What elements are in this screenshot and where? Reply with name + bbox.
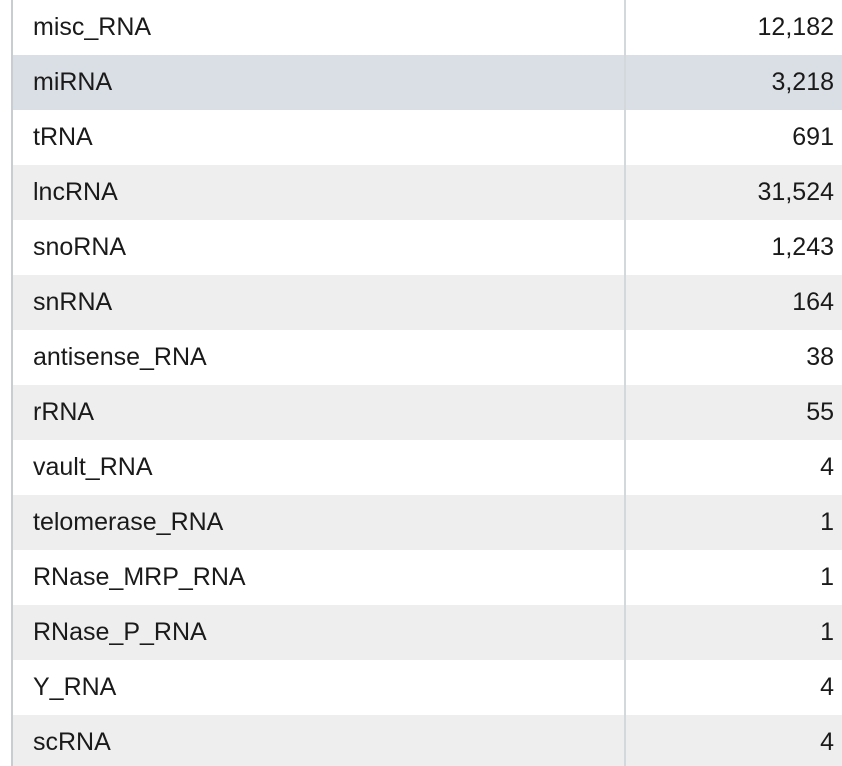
count-cell: 31,524: [625, 165, 842, 220]
rna-type-cell: lncRNA: [13, 165, 626, 220]
count-cell: 38: [625, 330, 842, 385]
count-cell: 4: [625, 660, 842, 715]
rna-type-cell: RNase_MRP_RNA: [13, 550, 626, 605]
rna-type-cell: vault_RNA: [13, 440, 626, 495]
count-cell: 3,218: [625, 55, 842, 110]
rna-type-cell: RNase_P_RNA: [13, 605, 626, 660]
count-cell: 1,243: [625, 220, 842, 275]
rna-type-cell: rRNA: [13, 385, 626, 440]
count-cell: 1: [625, 605, 842, 660]
table-row[interactable]: snRNA 164: [13, 275, 842, 330]
rna-type-table-container: misc_RNA 12,182 miRNA 3,218 tRNA 691 lnc…: [11, 0, 842, 766]
table-row[interactable]: lncRNA 31,524: [13, 165, 842, 220]
count-cell: 1: [625, 550, 842, 605]
count-cell: 164: [625, 275, 842, 330]
rna-type-cell: Y_RNA: [13, 660, 626, 715]
rna-type-cell: misc_RNA: [13, 0, 626, 55]
rna-type-cell: snoRNA: [13, 220, 626, 275]
table-body: misc_RNA 12,182 miRNA 3,218 tRNA 691 lnc…: [13, 0, 842, 766]
count-cell: 55: [625, 385, 842, 440]
count-cell: 12,182: [625, 0, 842, 55]
rna-type-cell: scRNA: [13, 715, 626, 766]
count-cell: 1: [625, 495, 842, 550]
rna-type-cell: antisense_RNA: [13, 330, 626, 385]
rna-type-cell: telomerase_RNA: [13, 495, 626, 550]
rna-type-cell: tRNA: [13, 110, 626, 165]
table-row[interactable]: telomerase_RNA 1: [13, 495, 842, 550]
table-row[interactable]: RNase_P_RNA 1: [13, 605, 842, 660]
table-row[interactable]: antisense_RNA 38: [13, 330, 842, 385]
rna-type-cell: miRNA: [13, 55, 626, 110]
table-row[interactable]: vault_RNA 4: [13, 440, 842, 495]
rna-type-table: misc_RNA 12,182 miRNA 3,218 tRNA 691 lnc…: [13, 0, 842, 766]
count-cell: 691: [625, 110, 842, 165]
table-row[interactable]: snoRNA 1,243: [13, 220, 842, 275]
count-cell: 4: [625, 715, 842, 766]
table-row[interactable]: tRNA 691: [13, 110, 842, 165]
table-row[interactable]: misc_RNA 12,182: [13, 0, 842, 55]
table-row[interactable]: RNase_MRP_RNA 1: [13, 550, 842, 605]
count-cell: 4: [625, 440, 842, 495]
table-row[interactable]: Y_RNA 4: [13, 660, 842, 715]
table-row[interactable]: scRNA 4: [13, 715, 842, 766]
table-row-selected[interactable]: miRNA 3,218: [13, 55, 842, 110]
rna-type-cell: snRNA: [13, 275, 626, 330]
table-row[interactable]: rRNA 55: [13, 385, 842, 440]
